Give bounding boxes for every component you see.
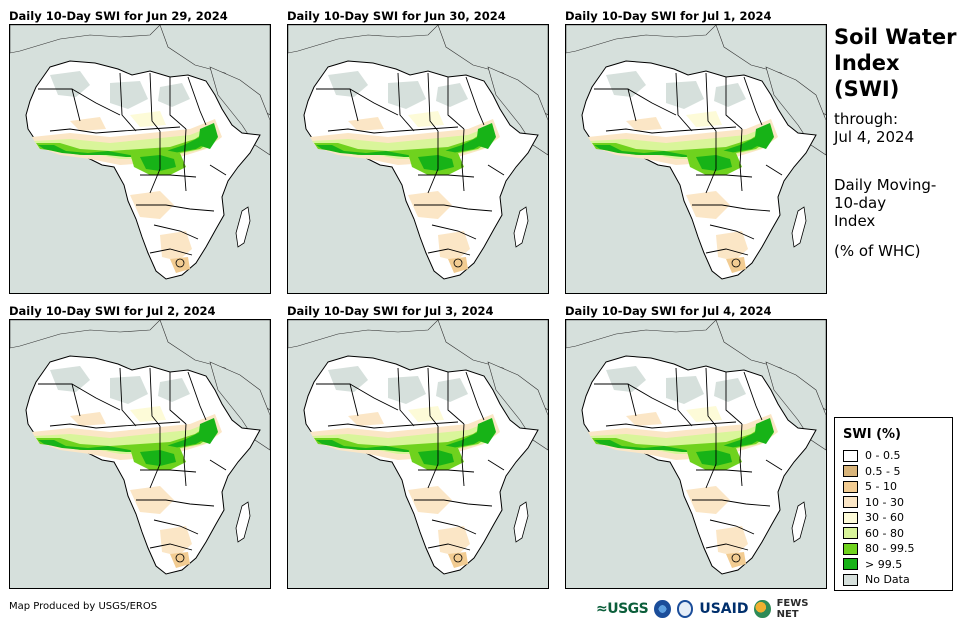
through-block: through: Jul 4, 2024 — [834, 110, 968, 146]
panel-title: Daily 10-Day SWI for Jun 30, 2024 — [287, 9, 506, 23]
legend-item: 5 - 10 — [843, 479, 952, 495]
legend-swatch — [843, 542, 858, 555]
swi-map — [565, 24, 827, 294]
swi-map — [565, 319, 827, 589]
legend-swatch — [843, 558, 858, 571]
description-line: Daily Moving- — [834, 176, 937, 194]
legend-label: 0 - 0.5 — [865, 449, 901, 463]
title-line: Soil Water — [834, 25, 957, 49]
legend-swatch — [843, 449, 858, 462]
legend: SWI (%) 0 - 0.5 0.5 - 5 5 - 10 10 - 30 30 - … — [834, 417, 953, 591]
legend-swatch — [843, 465, 858, 478]
legend-label: No Data — [865, 573, 910, 587]
legend-label: 10 - 30 — [865, 495, 904, 509]
legend-item: > 99.5 — [843, 557, 952, 573]
through-label: through: — [834, 110, 898, 128]
legend-label: 30 - 60 — [865, 511, 904, 525]
title-line: (SWI) — [834, 77, 900, 101]
legend-item: 10 - 30 — [843, 495, 952, 511]
legend-swatch — [843, 480, 858, 493]
description-line: 10-day — [834, 194, 887, 212]
legend-item: 0.5 - 5 — [843, 464, 952, 480]
usgs-logo: ≈USGS — [596, 601, 649, 617]
map-panel-6: Daily 10-Day SWI for Jul 4, 2024 — [565, 303, 827, 589]
credit-text: Map Produced by USGS/EROS — [9, 601, 158, 612]
panel-title: Daily 10-Day SWI for Jun 29, 2024 — [9, 9, 228, 23]
legend-swatch — [843, 573, 858, 586]
swi-map — [9, 24, 271, 294]
swi-map — [9, 319, 271, 589]
title-line: Index — [834, 51, 900, 75]
panel-title: Daily 10-Day SWI for Jul 1, 2024 — [565, 9, 772, 23]
legend-swatch — [843, 511, 858, 524]
units-label: (% of WHC) — [834, 242, 921, 260]
map-panel-3: Daily 10-Day SWI for Jul 1, 2024 — [565, 8, 827, 294]
legend-swatch — [843, 496, 858, 509]
product-title: Soil Water Index (SWI) — [834, 24, 968, 102]
swi-map — [287, 319, 549, 589]
map-panel-5: Daily 10-Day SWI for Jul 3, 2024 — [287, 303, 549, 589]
description-line: Index — [834, 212, 876, 230]
legend-item: 60 - 80 — [843, 526, 952, 542]
legend-label: 80 - 99.5 — [865, 542, 915, 556]
legend-item: 0 - 0.5 — [843, 448, 952, 464]
description-block: Daily Moving- 10-day Index — [834, 176, 968, 230]
through-date: Jul 4, 2024 — [834, 128, 915, 146]
map-panel-4: Daily 10-Day SWI for Jul 2, 2024 — [9, 303, 271, 589]
panel-title: Daily 10-Day SWI for Jul 3, 2024 — [287, 304, 494, 318]
legend-label: 0.5 - 5 — [865, 464, 901, 478]
noaa-seal-icon — [654, 600, 671, 618]
legend-item: 30 - 60 — [843, 510, 952, 526]
legend-item: No Data — [843, 572, 952, 588]
fews-net-logo: FEWS NET — [776, 598, 809, 620]
swi-map — [287, 24, 549, 294]
doi-seal-icon — [676, 600, 694, 618]
map-panel-1: Daily 10-Day SWI for Jun 29, 2024 — [9, 8, 271, 294]
legend-title: SWI (%) — [843, 427, 901, 442]
legend-swatch — [843, 527, 858, 540]
map-panel-2: Daily 10-Day SWI for Jun 30, 2024 — [287, 8, 549, 294]
legend-label: > 99.5 — [865, 557, 903, 571]
usaid-logo: USAID — [699, 601, 749, 617]
agency-logos: ≈USGS USAID FEWS NET — [596, 597, 828, 621]
legend-item: 80 - 99.5 — [843, 541, 952, 557]
globe-icon — [754, 600, 771, 618]
panel-title: Daily 10-Day SWI for Jul 2, 2024 — [9, 304, 216, 318]
legend-label: 5 - 10 — [865, 480, 897, 494]
panel-title: Daily 10-Day SWI for Jul 4, 2024 — [565, 304, 772, 318]
legend-label: 60 - 80 — [865, 526, 904, 540]
